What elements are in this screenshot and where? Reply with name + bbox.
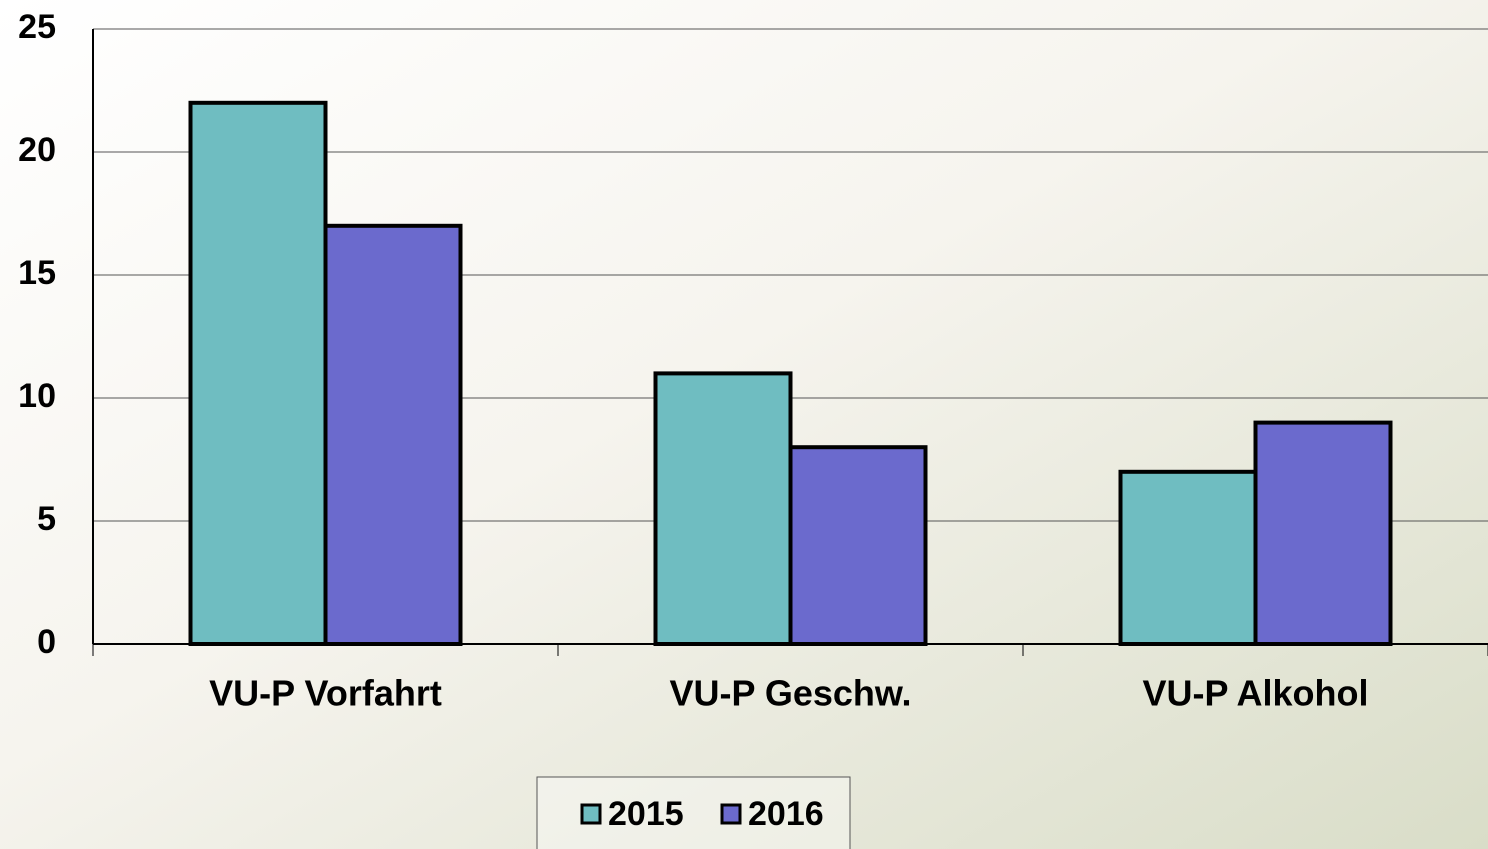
chart: 0 5 10 15 20 25 VU-P Vorfahrt VU-P Geschw. VU-P … <box>0 0 1488 849</box>
y-tick-label: 0 <box>37 623 56 661</box>
legend-label: 2016 <box>748 795 824 833</box>
y-tick-label: 20 <box>18 131 56 169</box>
bar <box>1256 423 1391 644</box>
bar <box>191 103 326 644</box>
y-tick-label: 10 <box>18 377 56 415</box>
legend-swatch <box>722 805 740 823</box>
y-tick-label: 25 <box>18 8 56 46</box>
bar <box>326 226 461 644</box>
y-tick-label: 15 <box>18 254 56 292</box>
y-tick-label: 5 <box>37 500 56 538</box>
x-tick-label: VU-P Alkohol <box>1142 673 1368 714</box>
legend-swatch <box>582 805 600 823</box>
page: 0 5 10 15 20 25 VU-P Vorfahrt VU-P Geschw. VU-P … <box>0 0 1488 849</box>
bar <box>791 447 926 644</box>
bar <box>656 373 791 644</box>
x-tick-label: VU-P Vorfahrt <box>209 673 442 714</box>
bar <box>1121 472 1256 644</box>
legend-label: 2015 <box>608 795 684 833</box>
x-tick-label: VU-P Geschw. <box>669 673 911 714</box>
